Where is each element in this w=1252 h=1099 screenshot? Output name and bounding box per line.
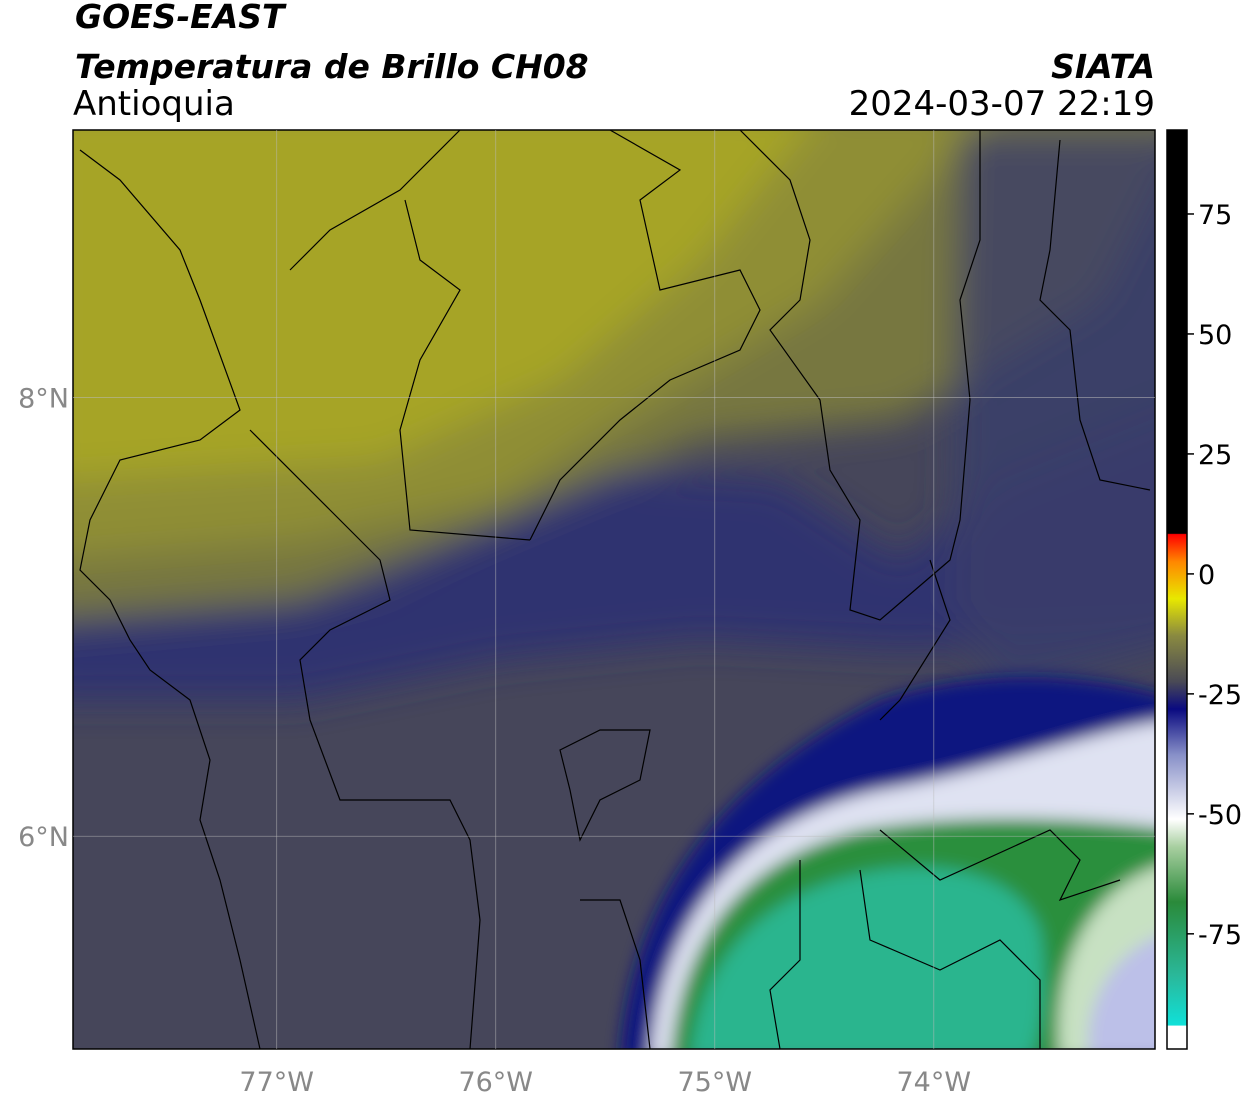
boundaries (79, 130, 1151, 1049)
map-frame (72, 129, 1156, 1050)
lon-tick-label: 75°W (677, 1067, 752, 1098)
region: Antioquia (73, 84, 235, 124)
satellite-image (73, 130, 1155, 1049)
colorbar-tick-label: -75 (1198, 920, 1242, 951)
datetime: 2024-03-07 22:19 (849, 84, 1155, 124)
product: Temperatura de Brillo CH08 (75, 47, 589, 86)
colorbar-tick-label: 0 (1198, 560, 1215, 591)
colorbar-tick-label: 25 (1198, 440, 1232, 471)
colorbar-tick-label: -25 (1198, 680, 1242, 711)
lat-tick-label: 6°N (18, 822, 69, 853)
colorbar-tick-label: 75 (1198, 200, 1232, 231)
source: SIATA (1051, 47, 1155, 86)
lon-tick-label: 76°W (458, 1067, 533, 1098)
lat-tick-label: 8°N (18, 384, 69, 415)
lon-tick-label: 77°W (239, 1067, 314, 1098)
title: GOES-EAST (75, 0, 287, 36)
lon-tick-label: 74°W (897, 1067, 972, 1098)
colorbar-tick-label: 50 (1198, 320, 1232, 351)
colorbar-tick-label: -50 (1198, 800, 1242, 831)
colorbar (1166, 129, 1188, 1050)
